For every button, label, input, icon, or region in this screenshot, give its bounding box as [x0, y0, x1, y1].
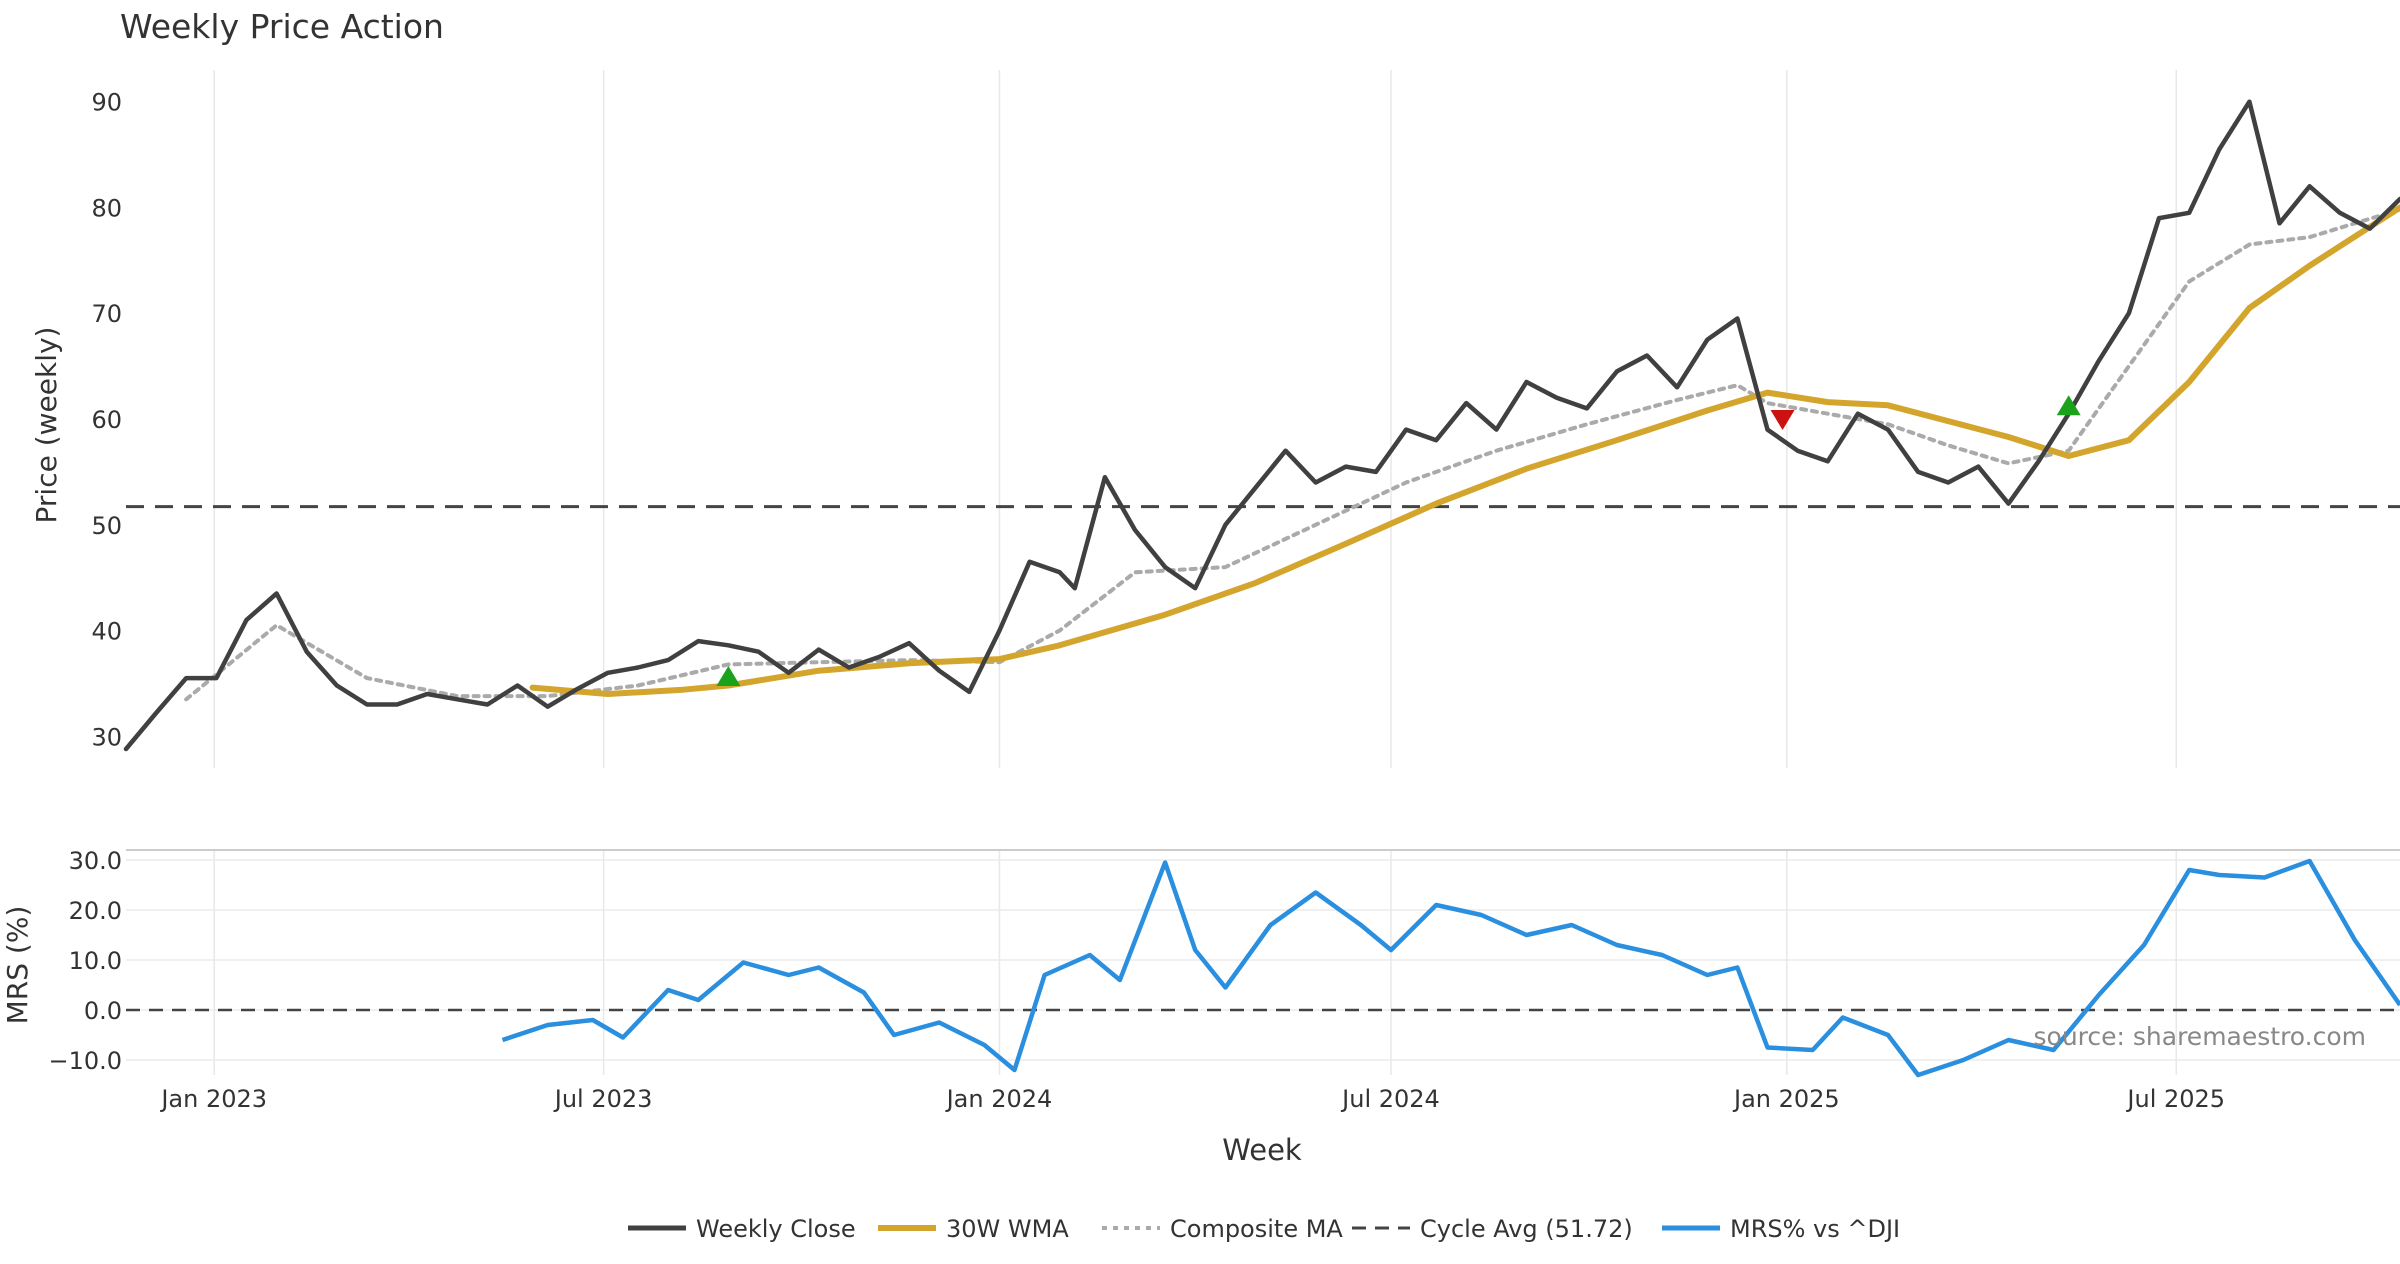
mrs-yticks: −10.0 0.0 10.0 20.0 30.0 [48, 847, 122, 1075]
x-tick-label: Jul 2024 [1340, 1085, 1440, 1113]
x-axis-label: Week [1222, 1133, 1302, 1167]
price-grid [214, 70, 2176, 768]
x-tick-label: Jan 2024 [945, 1085, 1053, 1113]
chart-title: Weekly Price Action [120, 7, 444, 46]
x-tick-label: Jul 2025 [2125, 1085, 2225, 1113]
series-line-close [126, 102, 2400, 749]
x-tick-label: Jan 2023 [159, 1085, 267, 1113]
price-ylabel: Price (weekly) [30, 327, 63, 524]
series-line-wma [533, 208, 2400, 695]
price-y-tick-label: 30 [91, 723, 122, 751]
mrs-y-tick-label: 30.0 [69, 847, 122, 875]
price-y-tick-label: 80 [91, 194, 122, 222]
sell-signal-marker [1771, 410, 1795, 430]
mrs-y-tick-label: 0.0 [84, 997, 122, 1025]
legend: Weekly Close 30W WMA Composite MA Cycle Avg… [628, 1215, 1900, 1243]
x-tick-label: Jul 2023 [553, 1085, 653, 1113]
legend-label-0: Weekly Close [696, 1215, 856, 1243]
legend-label-1: 30W WMA [946, 1215, 1069, 1243]
mrs-y-tick-label: −10.0 [48, 1047, 122, 1075]
price-y-tick-label: 60 [91, 406, 122, 434]
price-y-tick-label: 40 [91, 618, 122, 646]
legend-label-2: Composite MA [1170, 1215, 1343, 1243]
x-ticks: Jan 2023 Jul 2023 Jan 2024 Jul 2024 Jan 2025… [159, 1085, 2225, 1113]
legend-label-4: MRS% vs ^DJI [1730, 1215, 1900, 1243]
buy-signal-marker [716, 666, 740, 686]
mrs-y-tick-label: 10.0 [69, 947, 122, 975]
price-series [126, 102, 2400, 749]
price-yticks: 30 40 50 60 70 80 90 [91, 89, 122, 752]
price-y-tick-label: 90 [91, 89, 122, 117]
price-y-tick-label: 70 [91, 300, 122, 328]
legend-label-3: Cycle Avg (51.72) [1420, 1215, 1633, 1243]
x-tick-label: Jan 2025 [1732, 1085, 1840, 1113]
mrs-ylabel: MRS (%) [1, 906, 34, 1025]
source-label: source: sharemaestro.com [2034, 1022, 2367, 1051]
price-y-tick-label: 50 [91, 512, 122, 540]
mrs-y-tick-label: 20.0 [69, 897, 122, 925]
